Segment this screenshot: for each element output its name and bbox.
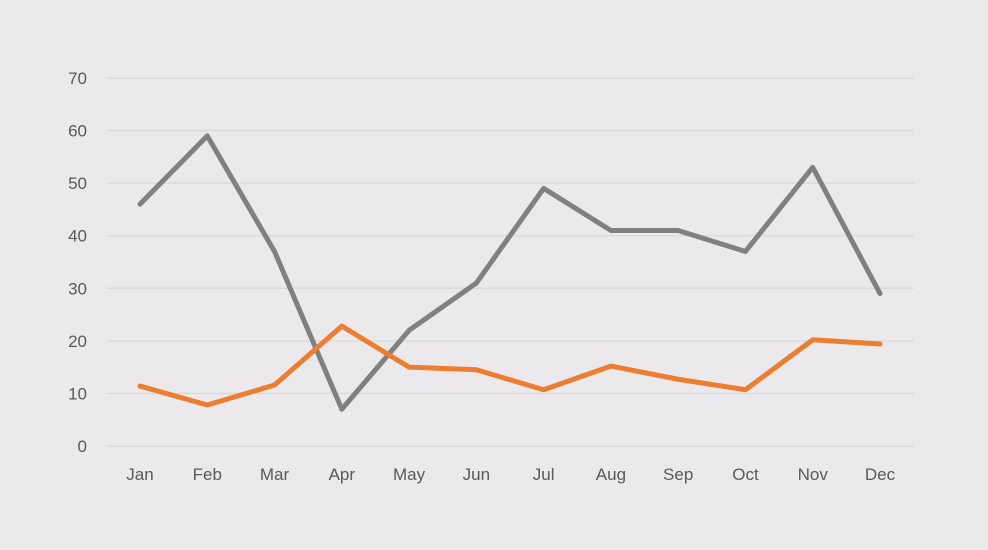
series-line-2 [137,323,883,408]
y-tick-label: 50 [68,174,87,193]
x-tick-label: Jun [463,465,490,484]
y-tick-label: 0 [78,437,87,456]
gridlines [107,77,914,447]
x-tick-label: Oct [732,465,759,484]
y-tick-label: 40 [68,227,87,246]
x-tick-label: Mar [260,465,290,484]
series-lines [137,133,883,412]
x-tick-label: Aug [596,465,626,484]
x-tick-label: Feb [193,465,222,484]
y-tick-label: 60 [68,122,87,141]
x-tick-label: Jan [126,465,153,484]
x-tick-label: Nov [798,465,829,484]
x-tick-label: Jul [533,465,555,484]
x-tick-label: Sep [663,465,693,484]
y-tick-label: 20 [68,332,87,351]
x-tick-label: Apr [329,465,356,484]
y-axis-ticks: 0 10 20 30 40 50 60 70 [68,69,87,456]
y-tick-label: 70 [68,69,87,88]
series-line-1 [137,133,883,412]
x-axis-ticks: Jan Feb Mar Apr May Jun Jul Aug Sep Oct Nov Dec [126,465,895,484]
x-tick-label: May [393,465,426,484]
y-tick-label: 30 [68,279,87,298]
y-tick-label: 10 [68,384,87,403]
x-tick-label: Dec [865,465,896,484]
